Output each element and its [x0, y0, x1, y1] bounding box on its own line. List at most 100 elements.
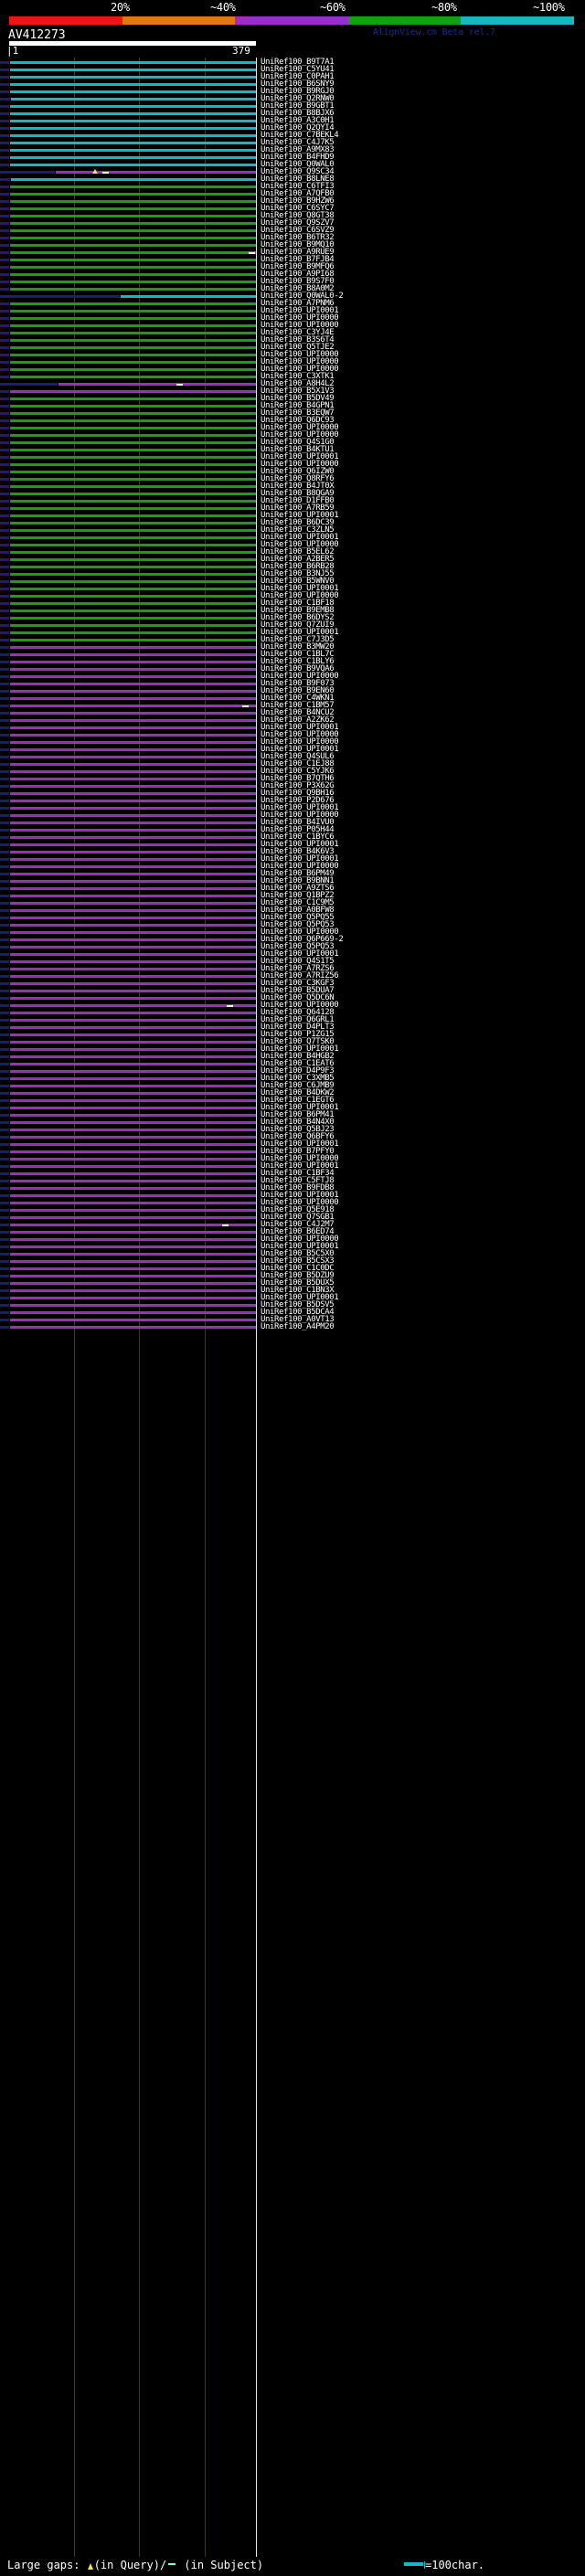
hit-row[interactable] — [0, 366, 585, 374]
hit-row[interactable] — [0, 673, 585, 681]
hit-bar[interactable] — [9, 968, 256, 970]
hit-bar[interactable] — [9, 712, 256, 715]
hit-accession-label[interactable]: UniRef100_C7BEKL4 — [261, 131, 339, 140]
hit-bar[interactable] — [9, 573, 256, 576]
hit-row[interactable] — [0, 74, 585, 81]
hit-bar[interactable] — [9, 207, 256, 210]
hit-row[interactable] — [0, 864, 585, 871]
hit-accession-label[interactable]: UniRef100_P3X62G — [261, 781, 335, 790]
hit-row[interactable] — [0, 315, 585, 323]
hit-row[interactable] — [0, 169, 585, 176]
hit-bar[interactable] — [9, 661, 256, 663]
hit-row[interactable] — [0, 301, 585, 308]
hit-row[interactable] — [0, 432, 585, 440]
hit-bar[interactable] — [9, 741, 256, 744]
hit-accession-label[interactable]: UniRef100_Q0WAL0 — [261, 160, 335, 169]
hit-bar[interactable] — [9, 149, 256, 152]
hit-row[interactable] — [0, 111, 585, 118]
hit-accession-label[interactable]: UniRef100_P05H44 — [261, 825, 335, 834]
hit-row[interactable] — [0, 1010, 585, 1017]
hit-row[interactable] — [0, 834, 585, 842]
hit-bar[interactable] — [9, 398, 256, 400]
hit-bar[interactable] — [9, 726, 256, 729]
hit-row[interactable] — [0, 981, 585, 988]
hit-accession-label[interactable]: UniRef100_B6DC39 — [261, 518, 335, 527]
hit-row[interactable] — [0, 1119, 585, 1127]
hit-bar[interactable] — [9, 602, 256, 605]
hit-accession-label[interactable]: UniRef100_UPI0001 — [261, 628, 339, 637]
hit-bar[interactable] — [9, 1304, 256, 1307]
hit-accession-label[interactable]: UniRef100_C3ZLN5 — [261, 525, 335, 535]
hit-bar[interactable] — [9, 1231, 256, 1234]
hit-bar[interactable] — [9, 624, 256, 627]
hit-row[interactable] — [0, 469, 585, 476]
hit-row[interactable] — [0, 1112, 585, 1119]
hit-row[interactable] — [0, 937, 585, 944]
hit-row[interactable] — [0, 776, 585, 783]
hit-row[interactable] — [0, 871, 585, 878]
hit-row[interactable] — [0, 600, 585, 608]
hit-row[interactable] — [0, 1200, 585, 1207]
hit-row[interactable] — [0, 381, 585, 388]
hit-bar[interactable] — [9, 346, 256, 349]
hit-bar[interactable] — [9, 880, 256, 883]
hit-bar[interactable] — [9, 1107, 256, 1109]
hit-accession-label[interactable]: UniRef100_UPI0000 — [261, 540, 339, 549]
hit-bar[interactable] — [56, 171, 256, 174]
hit-accession-label[interactable]: UniRef100_C0PAH1 — [261, 72, 335, 81]
hit-bar[interactable] — [9, 361, 256, 364]
hit-row[interactable] — [0, 125, 585, 133]
hit-accession-label[interactable]: UniRef100_UPI0000 — [261, 321, 339, 330]
hit-bar[interactable] — [9, 1004, 256, 1007]
hit-accession-label[interactable]: UniRef100_B9BNN1 — [261, 876, 335, 885]
hit-row[interactable] — [0, 388, 585, 396]
hit-bar[interactable] — [9, 514, 256, 517]
hit-row[interactable] — [0, 264, 585, 271]
hit-row[interactable] — [0, 578, 585, 586]
hit-row[interactable] — [0, 228, 585, 235]
hit-row[interactable] — [0, 140, 585, 147]
hit-row[interactable] — [0, 761, 585, 769]
hit-row[interactable] — [0, 191, 585, 198]
hit-bar[interactable] — [11, 98, 256, 101]
hit-bar[interactable] — [9, 354, 256, 356]
hit-accession-label[interactable]: UniRef100_UPI0001 — [261, 452, 339, 461]
hit-row[interactable] — [0, 549, 585, 557]
hit-bar[interactable] — [9, 931, 256, 934]
hit-accession-label[interactable]: UniRef100_Q5BJ23 — [261, 1125, 335, 1134]
hit-accession-label[interactable]: UniRef100_C1BF34 — [261, 1169, 335, 1178]
hit-accession-label[interactable]: UniRef100_C1BL7C — [261, 650, 335, 659]
hit-row[interactable] — [0, 951, 585, 959]
hit-row[interactable] — [0, 630, 585, 637]
hit-row[interactable] — [0, 783, 585, 790]
hit-accession-label[interactable]: UniRef100_B7PFY0 — [261, 1147, 335, 1156]
hit-accession-label[interactable]: UniRef100_Q6BFY6 — [261, 1132, 335, 1141]
hit-bar[interactable] — [9, 200, 256, 203]
hit-accession-label[interactable]: UniRef100_Q5TJE2 — [261, 343, 335, 352]
hit-accession-label[interactable]: UniRef100_C3XTK1 — [261, 372, 335, 381]
hit-accession-label[interactable]: UniRef100_B8LNE8 — [261, 175, 335, 184]
hit-bar[interactable] — [9, 1048, 256, 1051]
hit-accession-label[interactable]: UniRef100_Q5E918 — [261, 1205, 335, 1214]
hit-bar[interactable] — [9, 112, 256, 115]
hit-accession-label[interactable]: UniRef100_B5C5X0 — [261, 1249, 335, 1258]
hit-row[interactable] — [0, 242, 585, 249]
hit-row[interactable] — [0, 1288, 585, 1295]
hit-accession-label[interactable]: UniRef100_UPI0001 — [261, 511, 339, 520]
hit-accession-label[interactable]: UniRef100_A9RUE9 — [261, 248, 335, 257]
hit-accession-label[interactable]: UniRef100_UPI0001 — [261, 803, 339, 812]
hit-row[interactable] — [0, 959, 585, 966]
hit-accession-label[interactable]: UniRef100_B5DSV5 — [261, 1300, 335, 1309]
hit-accession-label[interactable]: UniRef100_UPI0001 — [261, 584, 339, 593]
hit-row[interactable] — [0, 1302, 585, 1309]
hit-accession-label[interactable]: UniRef100_B5DZU9 — [261, 1271, 335, 1280]
hit-bar[interactable] — [9, 463, 256, 466]
hit-accession-label[interactable]: UniRef100_A9ZTS6 — [261, 884, 335, 893]
hit-accession-label[interactable]: UniRef100_B9S7F0 — [261, 277, 335, 286]
hit-bar[interactable] — [9, 748, 256, 751]
hit-accession-label[interactable]: UniRef100_B5EL62 — [261, 547, 335, 557]
hit-bar[interactable] — [9, 938, 256, 941]
hit-row[interactable] — [0, 1193, 585, 1200]
hit-row[interactable] — [0, 89, 585, 96]
hit-accession-label[interactable]: UniRef100_Q9SZV7 — [261, 218, 335, 228]
